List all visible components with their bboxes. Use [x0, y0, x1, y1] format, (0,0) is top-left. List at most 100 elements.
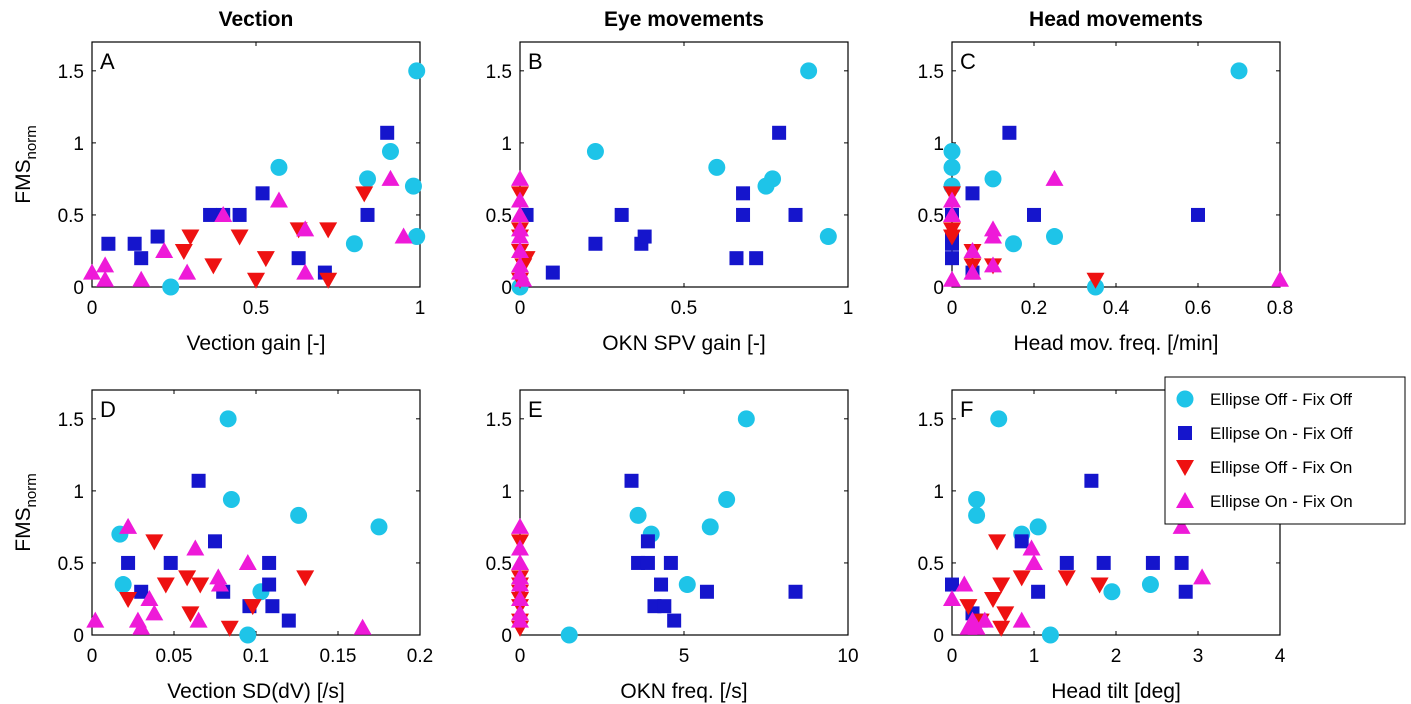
- data-point: [984, 170, 1002, 188]
- data-point: [86, 611, 105, 628]
- data-point: [1174, 555, 1189, 570]
- y-tick-label: 0: [933, 626, 944, 647]
- data-point: [162, 278, 180, 296]
- data-point: [511, 220, 529, 237]
- data-point: [701, 518, 719, 536]
- panel-letter: A: [100, 49, 115, 74]
- plot-frame: [519, 41, 849, 288]
- data-point: [560, 626, 578, 644]
- data-point: [404, 177, 422, 195]
- y-tick-label: 0.5: [58, 554, 84, 575]
- data-point: [640, 555, 655, 570]
- y-tick-label: 1.5: [58, 62, 84, 83]
- data-point: [155, 241, 174, 258]
- legend-marker-ellipse-off-fix-on: [1176, 460, 1194, 476]
- data-point: [1096, 555, 1111, 570]
- x-tick-label: 4: [1275, 646, 1286, 667]
- data-point: [955, 575, 974, 592]
- data-point: [968, 491, 986, 509]
- data-point: [1145, 555, 1160, 570]
- data-point: [239, 626, 257, 644]
- data-point: [678, 576, 696, 594]
- data-point: [819, 228, 837, 246]
- x-tick-label: 3: [1193, 646, 1204, 667]
- data-point: [992, 620, 1011, 637]
- data-point: [624, 473, 639, 488]
- data-point: [511, 205, 529, 222]
- data-point: [256, 251, 275, 268]
- data-point: [629, 506, 647, 524]
- panel-c: 0 0.2 0.4 0.6 0.8 0 0.5 1 1.5 Head mov. freq. [/m…: [918, 41, 1293, 355]
- data-point: [511, 604, 529, 621]
- data-point: [637, 229, 652, 244]
- data-point: [1029, 518, 1047, 536]
- legend: Ellipse Off - Fix Off Ellipse On - Fix Of…: [1164, 376, 1406, 525]
- data-point: [181, 606, 200, 623]
- x-tick-label: 1: [415, 298, 426, 319]
- column-titles: Vection Eye movements Head movements: [219, 8, 1203, 31]
- y-tick-label: 1.5: [486, 62, 512, 83]
- data-point: [788, 207, 803, 222]
- y-tick-label: 1: [501, 482, 512, 503]
- data-point: [247, 272, 265, 289]
- y-tick-label: 0: [501, 626, 512, 647]
- data-point: [191, 577, 210, 594]
- data-point: [640, 534, 655, 549]
- x-tick-label: 0.15: [320, 646, 357, 667]
- x-axis-label: OKN SPV gain [-]: [602, 332, 765, 355]
- data-point: [667, 613, 682, 628]
- data-point: [208, 534, 222, 549]
- data-point: [96, 270, 115, 287]
- data-point: [1031, 584, 1046, 599]
- series-ellipse-on-fix-on: [943, 169, 1289, 287]
- data-point: [360, 207, 375, 222]
- x-axis-label: OKN freq. [/s]: [620, 680, 747, 703]
- data-point: [394, 227, 413, 244]
- y-tick-label: 1: [933, 134, 944, 155]
- y-tick-label: 0: [73, 626, 84, 647]
- data-point: [345, 235, 363, 253]
- data-point: [319, 222, 338, 239]
- x-tick-label: 0.4: [1103, 298, 1130, 319]
- data-point: [132, 618, 151, 635]
- data-point: [243, 599, 262, 616]
- data-point: [588, 236, 603, 251]
- data-point: [296, 570, 315, 587]
- data-point: [132, 270, 151, 287]
- y-tick-label: 1: [933, 482, 944, 503]
- data-point: [290, 506, 308, 524]
- series-ellipse-on-fix-off: [624, 473, 803, 628]
- y-tick-label: 1.5: [486, 410, 512, 431]
- x-tick-label: 0: [947, 298, 958, 319]
- data-point: [511, 256, 529, 273]
- data-point: [788, 584, 803, 599]
- x-tick-label: 0: [947, 646, 958, 667]
- data-point: [1012, 611, 1031, 628]
- data-point: [968, 506, 986, 524]
- data-point: [654, 577, 669, 592]
- data-point: [408, 62, 426, 80]
- data-point: [262, 577, 277, 592]
- series-ellipse-off-fix-off: [511, 62, 837, 296]
- series-ellipse-off-fix-off: [968, 410, 1159, 644]
- data-point: [943, 589, 961, 606]
- data-point: [145, 534, 164, 551]
- data-point: [736, 186, 751, 201]
- data-point: [134, 584, 149, 599]
- data-point: [381, 143, 399, 161]
- legend-box: [1164, 376, 1406, 525]
- column-title-head-movements: Head movements: [1029, 8, 1203, 31]
- column-title-vection: Vection: [219, 8, 294, 31]
- data-point: [1059, 555, 1074, 570]
- series-ellipse-on-fix-off: [519, 125, 803, 280]
- y-tick-label: 1: [73, 482, 84, 503]
- data-point: [943, 143, 961, 161]
- x-tick-label: 0.05: [156, 646, 193, 667]
- y-tick-label: 0: [933, 278, 944, 299]
- data-point: [718, 491, 736, 509]
- data-point: [943, 205, 961, 222]
- y-axis-label: FMSnorm: [12, 125, 40, 204]
- series-ellipse-on-fix-off: [945, 473, 1193, 628]
- data-point: [984, 227, 1002, 244]
